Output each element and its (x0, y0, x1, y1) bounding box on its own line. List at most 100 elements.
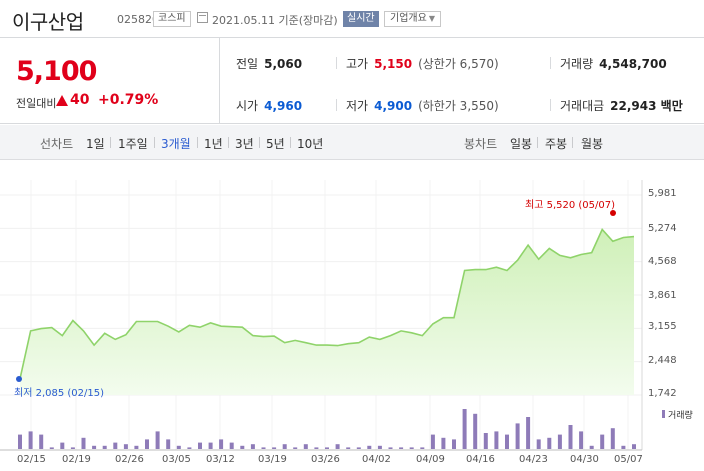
tab-divider (259, 137, 260, 148)
tab-10y[interactable]: 10년 (297, 137, 324, 151)
low-annotation: 최저 2,085 (02/15) (14, 388, 105, 399)
volume-bar (505, 434, 509, 449)
volume-bar (568, 425, 573, 449)
y-tick-label: 4,568 (648, 256, 677, 267)
volume-bar (462, 409, 467, 449)
tab-divider (290, 137, 291, 148)
divider (550, 99, 551, 111)
tab-1d[interactable]: 1일 (86, 137, 105, 151)
chart-period-tabs: 선차트 1일 1주일 3개월 1년 3년 5년 10년 봉차트 일봉 주봉 월봉 (0, 125, 704, 160)
tab-daily[interactable]: 일봉 (510, 137, 533, 151)
tab-divider (154, 137, 155, 148)
open-value: 4,960 (264, 99, 303, 113)
realtime-button[interactable]: 실시간 (343, 11, 379, 27)
volume-bar (536, 439, 541, 449)
tab-1y[interactable]: 1년 (204, 137, 223, 151)
open-price: 시가 4,960 (236, 97, 302, 114)
current-price-box: 5,100 전일대비 40 +0.79% (0, 38, 220, 124)
volume-legend: 거래량 (668, 411, 693, 421)
x-tick-label: 04/23 (519, 454, 548, 465)
x-tick-label: 02/26 (115, 454, 144, 465)
volume-bar (166, 439, 171, 449)
volume-bar (388, 447, 393, 449)
volume-bar (113, 442, 118, 449)
amount-label: 거래대금 (560, 99, 605, 113)
volume-bar (28, 431, 33, 449)
candle-chart-label: 봉차트 (464, 137, 498, 151)
volume-bar (60, 442, 65, 449)
volume-bar (92, 445, 97, 449)
up-arrow-icon (56, 95, 68, 106)
x-tick-label: 03/05 (162, 454, 191, 465)
volume-bar (420, 447, 425, 449)
y-tick-label: 2,448 (648, 355, 677, 366)
volume-bar (409, 447, 414, 449)
volume-bar (632, 444, 636, 449)
tab-1w[interactable]: 1주일 (118, 137, 148, 151)
volume-value: 4,548,700 (599, 57, 667, 71)
tab-weekly[interactable]: 주봉 (545, 137, 568, 151)
tab-monthly[interactable]: 월봉 (581, 137, 604, 151)
open-label: 시가 (236, 99, 259, 113)
volume-bar (39, 434, 44, 449)
high-label: 고가 (346, 57, 369, 71)
stock-code: 025820 (117, 13, 159, 26)
tab-divider (228, 137, 229, 148)
low-point-marker (16, 376, 22, 382)
tab-divider (197, 137, 198, 148)
y-tick-label: 5,981 (648, 188, 677, 199)
volume-bar (261, 447, 266, 449)
upper-limit: (상한가 6,570) (418, 57, 499, 71)
price-line (19, 228, 635, 379)
tab-3y[interactable]: 3년 (235, 137, 254, 151)
stock-header: 이구산업 025820 코스피 2021.05.11 기준(장마감) 실시간 기… (0, 0, 704, 38)
amount-value: 22,943 백만 (610, 99, 683, 113)
volume: 거래량 4,548,700 (560, 55, 667, 72)
volume-bar (367, 445, 372, 449)
trade-amount: 거래대금 22,943 백만 (560, 97, 683, 114)
volume-bar (18, 434, 22, 449)
x-tick-label: 03/19 (258, 454, 287, 465)
company-overview-label: 기업개요 (390, 13, 427, 24)
price-area (20, 229, 634, 395)
volume-bar (250, 444, 255, 449)
base-date: 2021.05.11 기준(장마감) (212, 14, 338, 27)
prev-close-value: 5,060 (264, 57, 303, 71)
stock-name: 이구산업 (12, 10, 84, 34)
x-tick-label: 04/30 (570, 454, 599, 465)
volume-bar (134, 445, 139, 449)
volume-bar (483, 433, 488, 449)
calendar-icon (197, 12, 208, 23)
volume-bar (399, 447, 404, 449)
volume-bar (441, 437, 446, 449)
low-price: 저가 4,900 (하한가 3,550) (346, 97, 499, 114)
low-value: 4,900 (374, 99, 413, 113)
volume-bar (452, 439, 456, 449)
volume-bar (526, 417, 531, 449)
company-overview-button[interactable]: 기업개요 ▼ (384, 11, 441, 27)
high-value: 5,150 (374, 57, 413, 71)
volume-bar (473, 413, 478, 449)
volume-bar (208, 442, 213, 449)
tab-3m[interactable]: 3개월 (161, 137, 191, 151)
prev-close: 전일 5,060 (236, 55, 302, 72)
x-tick-label: 05/07 (614, 454, 643, 465)
prev-close-label: 전일 (236, 57, 259, 71)
volume-bar (515, 423, 520, 449)
y-tick-label: 1,742 (648, 388, 677, 399)
tab-divider (572, 137, 573, 148)
low-label: 저가 (346, 99, 369, 113)
tab-5y[interactable]: 5년 (266, 137, 285, 151)
volume-bar (600, 434, 605, 449)
volume-bar (176, 445, 181, 449)
divider (336, 57, 337, 69)
market-badge: 코스피 (153, 11, 191, 27)
chevron-down-icon: ▼ (428, 14, 435, 23)
volume-bar (187, 447, 192, 449)
volume-bar (272, 447, 277, 449)
volume-bar (81, 437, 86, 449)
volume-bar (430, 434, 435, 449)
volume-bar (293, 447, 298, 449)
volume-bar (377, 445, 382, 449)
volume-label: 거래량 (560, 57, 594, 71)
